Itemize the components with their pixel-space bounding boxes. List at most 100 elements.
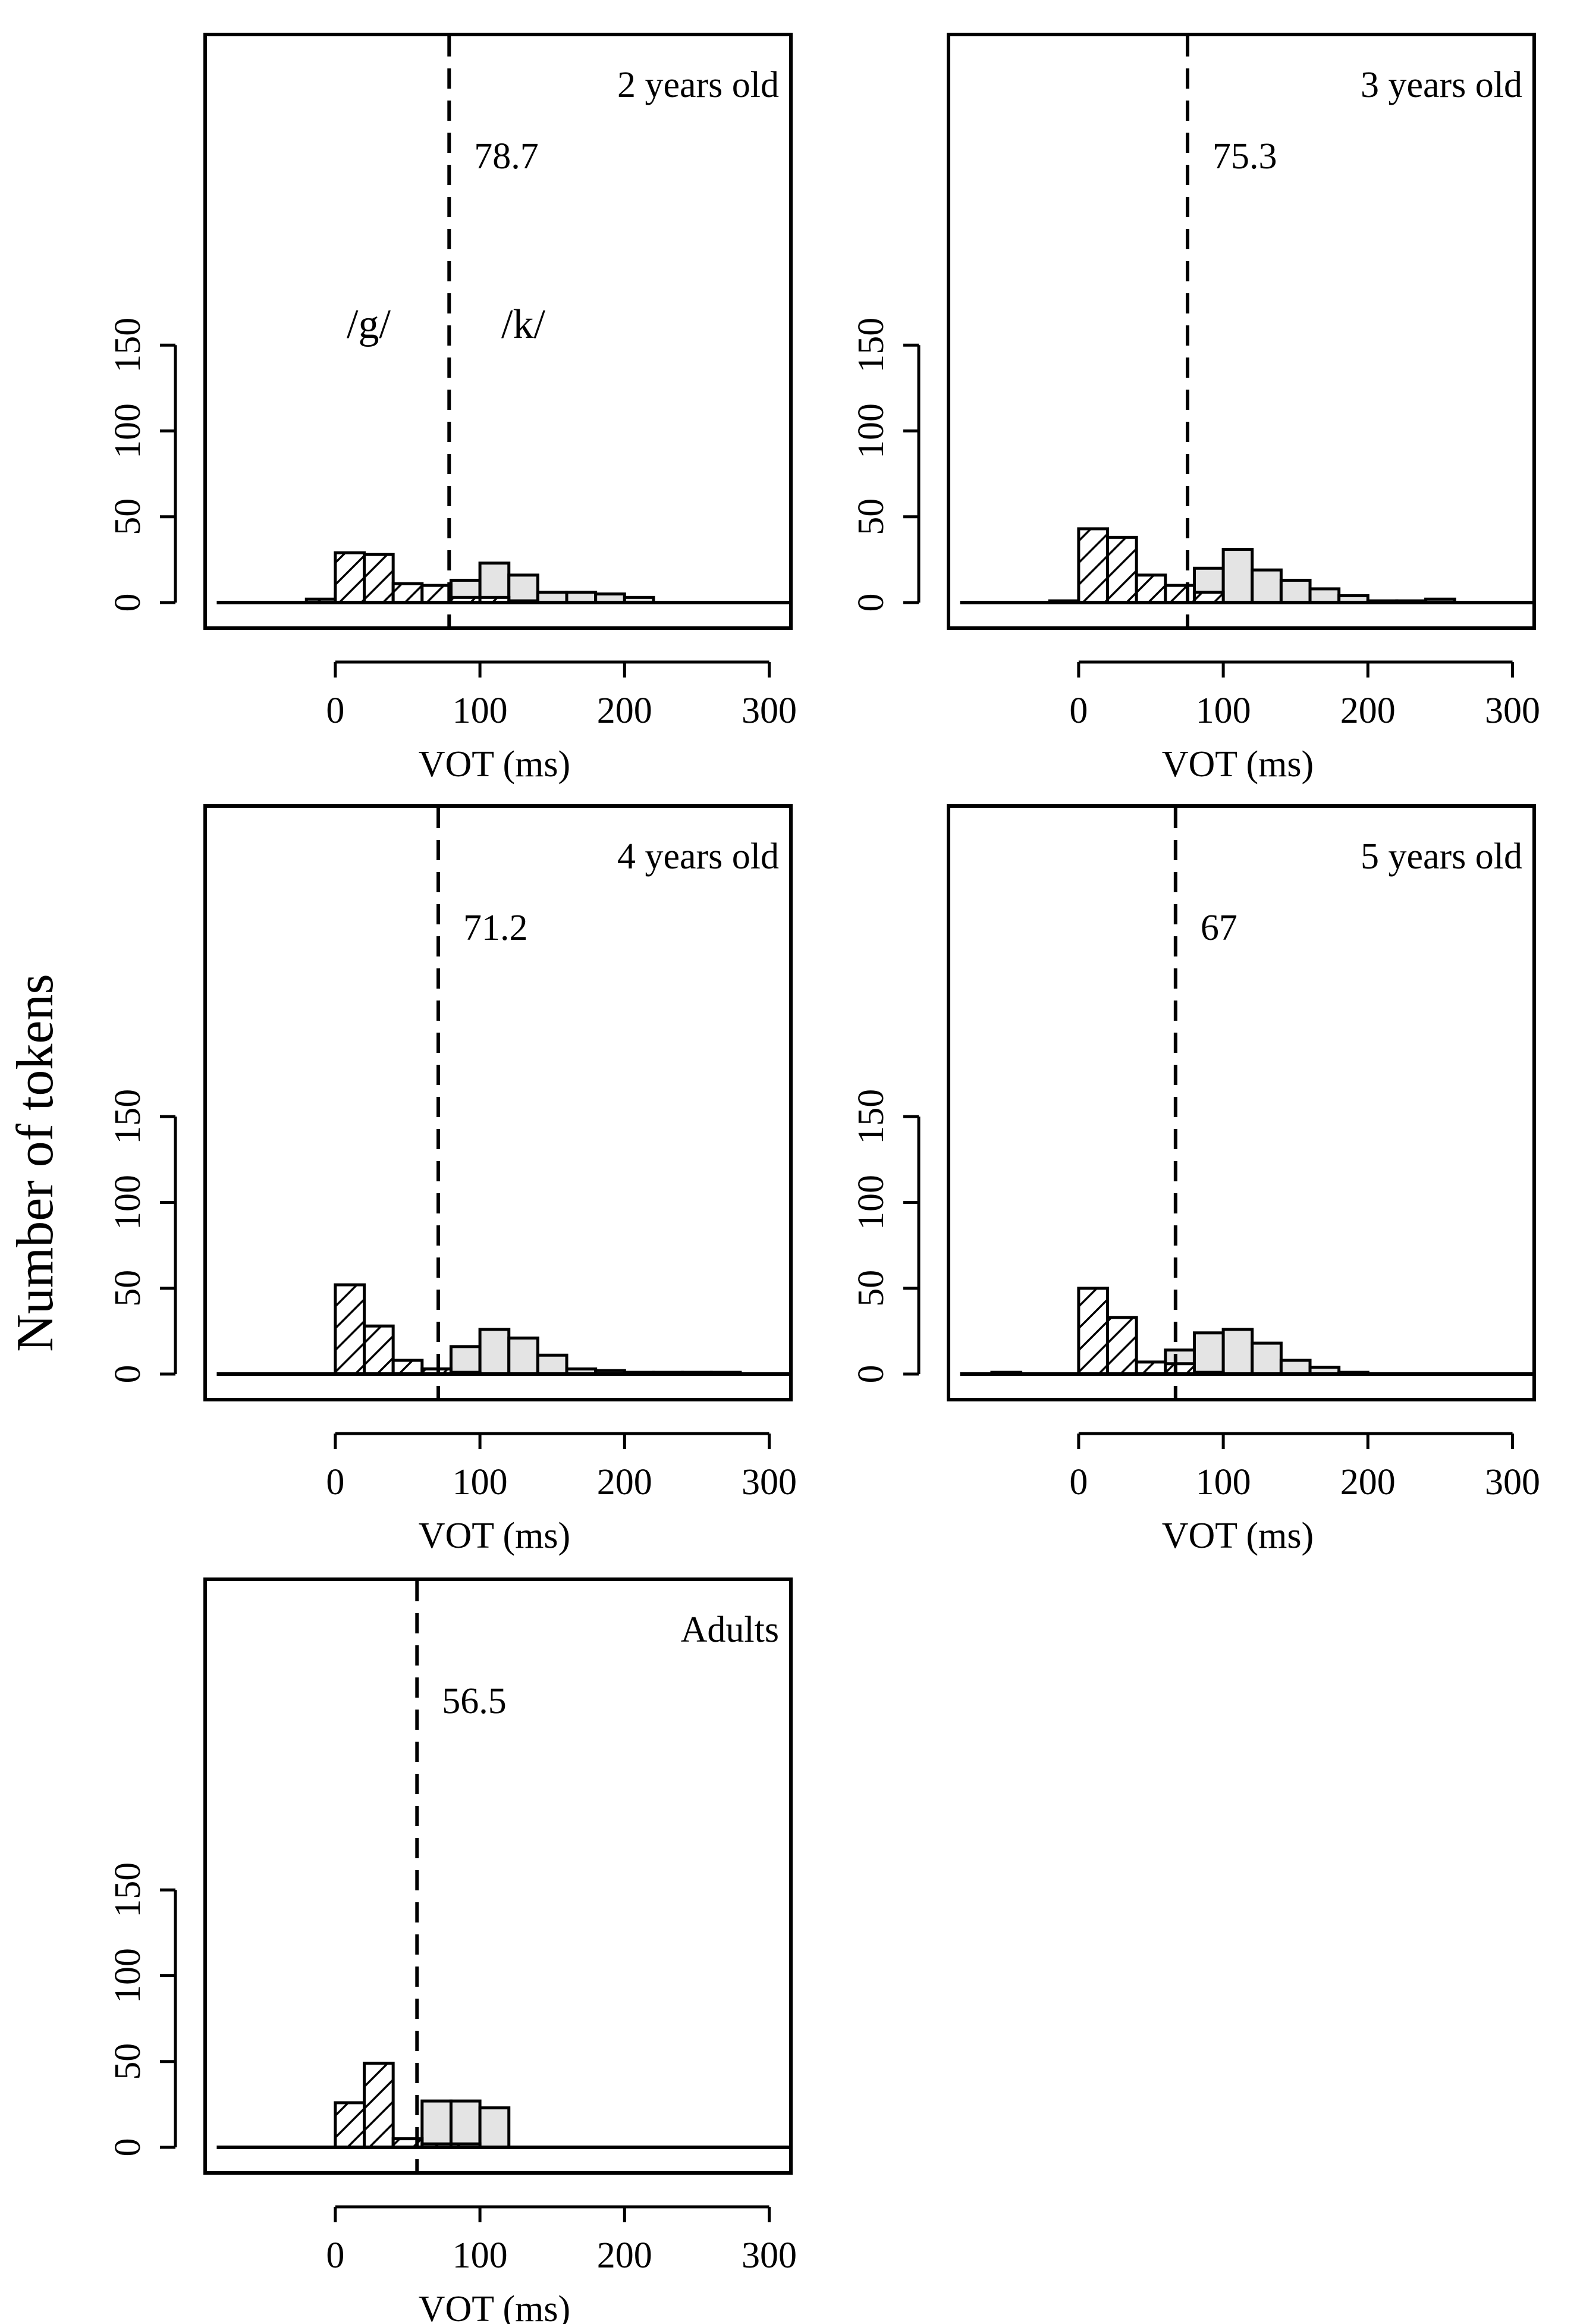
series-g bbox=[334, 1283, 482, 1376]
boundary-value-label: 75.3 bbox=[1213, 136, 1277, 177]
y-tick-label: 0 bbox=[108, 1365, 148, 1384]
x-axis-title: VOT (ms) bbox=[1162, 1516, 1314, 1556]
panel-label: 3 years old bbox=[1361, 65, 1522, 105]
y-tick-label: 150 bbox=[108, 318, 148, 373]
x-axis-title: VOT (ms) bbox=[419, 2289, 570, 2324]
bar-k bbox=[478, 1328, 511, 1376]
panels: 78.7 2 years old/g/ /k/0 100 200 300 VOT (ms) 0… bbox=[108, 33, 1540, 2324]
y-tick-label: 100 bbox=[851, 403, 891, 459]
bar-g bbox=[363, 553, 395, 604]
bar-g bbox=[363, 2062, 395, 2149]
plot-frame bbox=[947, 33, 1536, 630]
bar-k bbox=[420, 2099, 453, 2149]
bar-g bbox=[1106, 535, 1138, 604]
y-tick-label: 50 bbox=[108, 498, 148, 535]
bar-g bbox=[363, 1324, 395, 1376]
y-axis-title: Number of tokens bbox=[7, 974, 64, 1351]
boundary-value-label: 56.5 bbox=[442, 1681, 507, 1721]
phoneme-label-k: /k/ bbox=[501, 302, 545, 347]
x-tick-label: 300 bbox=[742, 691, 797, 731]
y-tick-label: 0 bbox=[851, 594, 891, 612]
panel-label: Adults bbox=[681, 1610, 779, 1650]
x-tick-label: 300 bbox=[742, 1462, 797, 1503]
x-tick-label: 100 bbox=[453, 2235, 508, 2276]
bar-k bbox=[536, 1353, 568, 1376]
bar-g bbox=[420, 584, 453, 604]
bar-k bbox=[1251, 1341, 1283, 1376]
y-tick-label: 50 bbox=[851, 498, 891, 535]
x-tick-label: 100 bbox=[453, 1462, 508, 1503]
x-tick-label: 200 bbox=[597, 2235, 652, 2276]
y-tick-label: 50 bbox=[851, 1270, 891, 1307]
x-tick-label: 200 bbox=[597, 691, 652, 731]
panel-label: 2 years old bbox=[617, 65, 779, 105]
y-tick-label: 0 bbox=[108, 594, 148, 612]
series-g bbox=[334, 2062, 482, 2149]
panel-label: 5 years old bbox=[1361, 836, 1522, 877]
panel-4: 67 5 years old 0 100 200 300 VOT (ms) 0 50 100 150 bbox=[851, 804, 1540, 1556]
phoneme-label-g: /g/ bbox=[347, 302, 391, 347]
panel-label: 4 years old bbox=[617, 836, 779, 877]
series-g bbox=[304, 551, 539, 604]
boundary-value-label: 78.7 bbox=[474, 136, 539, 177]
x-tick-label: 0 bbox=[1069, 691, 1088, 731]
x-axis-title: VOT (ms) bbox=[419, 1516, 570, 1556]
x-tick-label: 100 bbox=[1196, 1462, 1251, 1503]
panel-2: 75.3 3 years old 0 100 200 300 VOT (ms) 0 50 100 1… bbox=[851, 33, 1540, 785]
bar-g bbox=[1077, 1287, 1110, 1376]
x-axis-title: VOT (ms) bbox=[419, 744, 570, 785]
y-tick-label: 100 bbox=[108, 1175, 148, 1230]
y-tick-label: 150 bbox=[108, 1089, 148, 1144]
bar-k bbox=[1279, 578, 1312, 604]
x-tick-label: 0 bbox=[326, 2235, 344, 2276]
y-tick-label: 0 bbox=[851, 1365, 891, 1384]
panel-3: 71.2 4 years old 0 100 200 300 VOT (ms) 0 50 100 1… bbox=[108, 804, 797, 1556]
bar-k bbox=[507, 573, 539, 604]
bar-k bbox=[478, 2106, 511, 2149]
series-g bbox=[990, 1287, 1225, 1376]
bar-g bbox=[1135, 573, 1167, 604]
bar-k bbox=[449, 2099, 482, 2149]
boundary-value-label: 71.2 bbox=[463, 908, 528, 948]
bar-g bbox=[334, 551, 366, 604]
x-tick-label: 200 bbox=[1340, 1462, 1396, 1503]
x-tick-label: 300 bbox=[1485, 691, 1540, 731]
bar-g bbox=[1106, 1316, 1138, 1376]
x-tick-label: 0 bbox=[326, 691, 344, 731]
bar-g bbox=[1077, 527, 1110, 604]
boundary-value-label: 67 bbox=[1201, 908, 1237, 948]
y-tick-label: 100 bbox=[108, 403, 148, 459]
bar-k bbox=[1251, 568, 1283, 604]
x-tick-label: 200 bbox=[1340, 691, 1396, 731]
x-tick-label: 100 bbox=[1196, 691, 1251, 731]
bar-g bbox=[1164, 584, 1196, 604]
bar-g bbox=[391, 582, 424, 604]
bar-k bbox=[507, 1336, 539, 1376]
bar-g bbox=[334, 2101, 366, 2149]
y-tick-label: 100 bbox=[851, 1175, 891, 1230]
bar-k bbox=[1221, 548, 1254, 604]
plot-frame bbox=[947, 804, 1536, 1401]
y-tick-label: 150 bbox=[851, 318, 891, 373]
panel-1: 78.7 2 years old/g/ /k/0 100 200 300 VOT (ms) 0… bbox=[108, 33, 797, 785]
y-tick-label: 0 bbox=[108, 2138, 148, 2157]
y-tick-label: 50 bbox=[108, 2043, 148, 2080]
y-tick-label: 50 bbox=[108, 1270, 148, 1307]
x-tick-label: 0 bbox=[1069, 1462, 1088, 1503]
series-g bbox=[1048, 527, 1225, 604]
y-tick-label: 150 bbox=[851, 1089, 891, 1144]
bar-k bbox=[1308, 587, 1341, 604]
bar-k bbox=[1192, 1331, 1225, 1376]
x-tick-label: 100 bbox=[453, 691, 508, 731]
x-tick-label: 0 bbox=[326, 1462, 344, 1503]
bar-g bbox=[334, 1283, 366, 1376]
plot-frame bbox=[203, 1577, 793, 2175]
plot-frame bbox=[203, 804, 793, 1401]
x-axis-title: VOT (ms) bbox=[1162, 744, 1314, 785]
bar-k bbox=[1279, 1359, 1312, 1376]
bar-k bbox=[1221, 1328, 1254, 1376]
x-tick-label: 300 bbox=[742, 2235, 797, 2276]
y-tick-label: 100 bbox=[108, 1948, 148, 2003]
bar-g bbox=[1135, 1360, 1167, 1376]
